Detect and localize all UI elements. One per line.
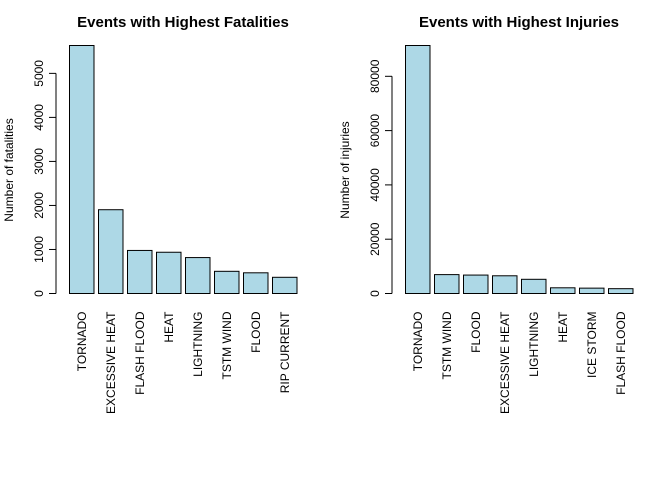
fatalities-bar-tornado xyxy=(69,45,95,294)
injuries-chart: Events with Highest Injuries Number of i… xyxy=(338,14,634,414)
injuries-x-tick-label: ICE STORM xyxy=(585,311,599,377)
injuries-bar-lightning xyxy=(521,278,547,295)
fatalities-y-tick-label: 5000 xyxy=(32,60,46,87)
fatalities-x-tick-label: LIGHTNING xyxy=(191,312,205,377)
fatalities-bar-lightning xyxy=(185,257,211,294)
injuries-bar-tornado xyxy=(405,45,431,294)
injuries-bar-flood xyxy=(463,274,489,294)
injuries-y-tick-label: 80000 xyxy=(368,59,382,93)
fatalities-x-tick-label: HEAT xyxy=(162,311,176,343)
fatalities-y-axis-label: Number of fatalities xyxy=(2,118,16,221)
fatalities-chart: Events with Highest Fatalities Number of… xyxy=(2,14,298,414)
injuries-y-tick-label: 20000 xyxy=(368,222,382,256)
injuries-bar-excessive-heat xyxy=(492,275,518,295)
fatalities-bars xyxy=(69,45,298,295)
injuries-y-tick-label: 60000 xyxy=(368,114,382,148)
fatalities-bar-heat xyxy=(156,251,182,294)
injuries-bars xyxy=(405,45,634,295)
injuries-bar-tstm-wind xyxy=(434,274,460,295)
injuries-y-tick-label: 40000 xyxy=(368,168,382,202)
fatalities-bar-flash-flood xyxy=(127,249,153,295)
fatalities-x-tick-label: TORNADO xyxy=(75,312,89,372)
injuries-y-axis-label: Number of injuries xyxy=(338,121,352,218)
fatalities-y-tick-label: 1000 xyxy=(32,236,46,263)
injuries-x-tick-label: LIGHTNING xyxy=(527,312,541,377)
injuries-x-tick-label: TORNADO xyxy=(411,312,425,372)
fatalities-x-tick-label: EXCESSIVE HEAT xyxy=(104,311,118,414)
injuries-y-axis: 0 20000 40000 60000 80000 xyxy=(368,59,393,297)
fatalities-x-tick-label: FLOOD xyxy=(249,311,263,353)
fatalities-bar-tstm-wind xyxy=(214,270,240,295)
fatalities-y-tick-label: 0 xyxy=(32,290,46,297)
fatalities-bar-flood xyxy=(243,272,269,294)
fatalities-y-tick-label: 4000 xyxy=(32,104,46,131)
fatalities-bar-excessive-heat xyxy=(98,209,124,294)
injuries-chart-title: Events with Highest Injuries xyxy=(419,14,619,31)
injuries-bar-ice-storm xyxy=(579,287,605,294)
injuries-x-tick-label: FLOOD xyxy=(469,311,483,353)
injuries-bar-flash-flood xyxy=(608,288,634,295)
fatalities-bar-rip-current xyxy=(272,276,298,295)
fatalities-chart-title: Events with Highest Fatalities xyxy=(77,14,289,31)
fatalities-y-tick-label: 3000 xyxy=(32,148,46,175)
fatalities-x-tick-label: TSTM WIND xyxy=(220,311,234,379)
fatalities-category-labels: TORNADO EXCESSIVE HEAT FLASH FLOOD HEAT LIGH… xyxy=(75,311,292,414)
injuries-y-tick-label: 0 xyxy=(368,290,382,297)
fatalities-y-tick-label: 2000 xyxy=(32,192,46,219)
injuries-x-tick-label: TSTM WIND xyxy=(440,311,454,379)
injuries-bar-heat xyxy=(550,287,576,295)
injuries-x-tick-label: HEAT xyxy=(556,311,570,343)
fatalities-x-tick-label: RIP CURRENT xyxy=(278,311,292,393)
injuries-x-tick-label: FLASH FLOOD xyxy=(614,311,628,395)
fatalities-y-axis: 0 1000 2000 3000 4000 5000 xyxy=(32,60,57,297)
injuries-x-tick-label: EXCESSIVE HEAT xyxy=(498,311,512,414)
fatalities-x-tick-label: FLASH FLOOD xyxy=(133,311,147,395)
injuries-category-labels: TORNADO TSTM WIND FLOOD EXCESSIVE HEAT LIGHT… xyxy=(411,311,628,414)
